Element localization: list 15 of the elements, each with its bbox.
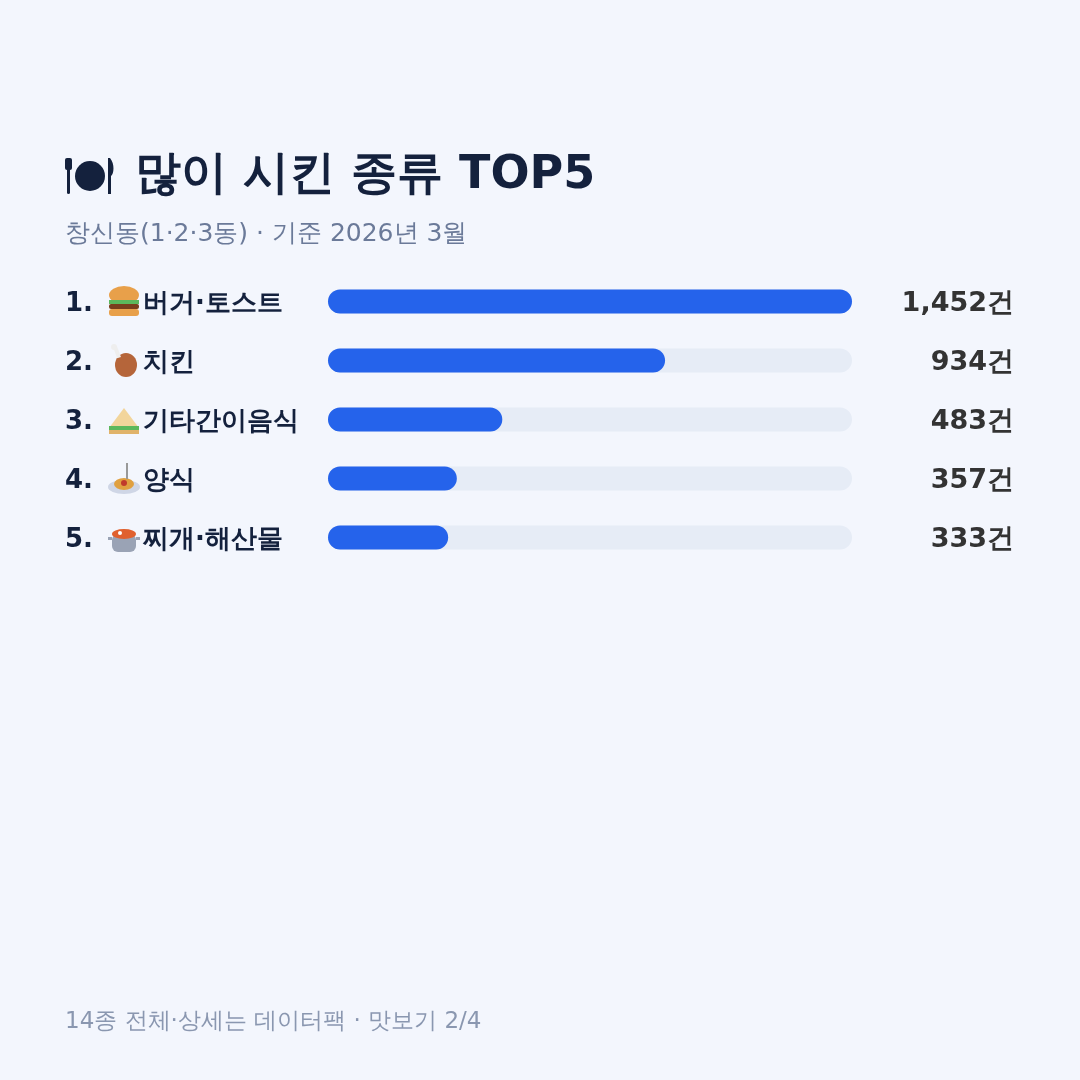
data-label: 1,452건: [901, 286, 1014, 317]
chart-title: 많이 시킨 종류 TOP5: [135, 144, 596, 201]
category-label: 5. 찌개·해산물: [65, 522, 283, 553]
chart-subtitle: 창신동(1·2·3동) · 기준 2026년 3월: [65, 217, 468, 249]
category-label: 3. 기타간이음식: [65, 404, 299, 435]
data-label: 333건: [930, 522, 1014, 553]
text: 14종 전체·상세는 데이터팩 · 맛보기 2/4: [65, 1006, 482, 1035]
bar: [328, 525, 449, 550]
data-label: 357건: [930, 463, 1014, 494]
category-label: 4. 양식: [65, 463, 195, 494]
bar: [328, 466, 457, 491]
category-label: 2. 치킨: [65, 345, 195, 376]
data-label: 483건: [930, 404, 1014, 435]
data-label: 934건: [930, 345, 1014, 376]
category-label: 1. 버거·토스트: [65, 286, 283, 317]
